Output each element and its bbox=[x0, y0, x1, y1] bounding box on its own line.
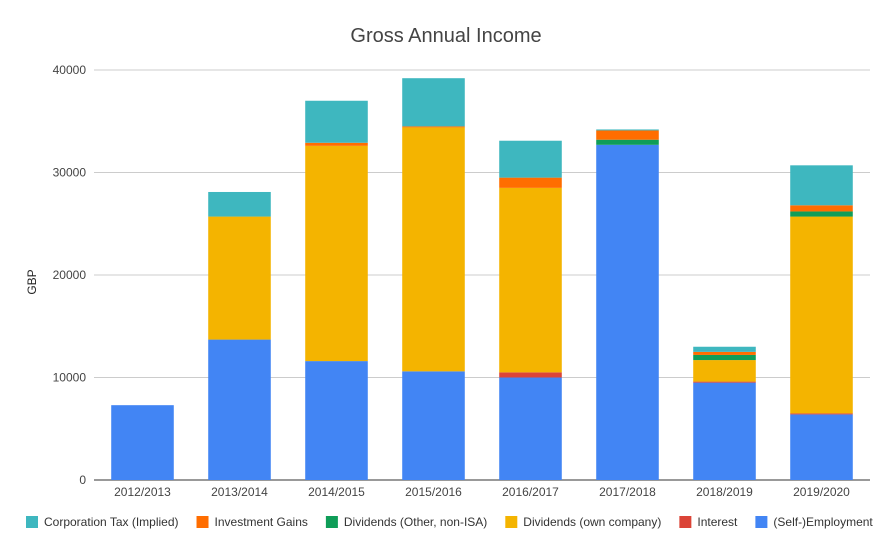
bar-segment bbox=[596, 144, 659, 480]
bars bbox=[111, 78, 853, 480]
y-axis-label: GBP bbox=[25, 269, 39, 294]
legend-item: Dividends (Other, non-ISA) bbox=[325, 515, 487, 529]
x-tick-label: 2016/2017 bbox=[502, 485, 559, 499]
x-axis-ticks: 2012/2013 2013/2014 2014/2015 2015/2016 2016… bbox=[114, 485, 850, 499]
legend-label: Investment Gains bbox=[215, 515, 308, 529]
legend-swatch bbox=[325, 516, 338, 528]
bar-segment bbox=[111, 405, 174, 480]
bar-segment bbox=[790, 211, 853, 217]
x-tick-label: 2017/2018 bbox=[599, 485, 656, 499]
bar-segment bbox=[208, 191, 271, 217]
bar-segment bbox=[790, 205, 853, 212]
y-tick-label: 40000 bbox=[53, 63, 87, 77]
bar-segment bbox=[790, 216, 853, 414]
legend-swatch bbox=[755, 516, 768, 528]
bar-segment bbox=[693, 382, 756, 480]
x-tick-label: 2019/2020 bbox=[793, 485, 850, 499]
y-axis-ticks: 0 10000 20000 30000 40000 bbox=[53, 63, 87, 487]
bar-segment bbox=[693, 360, 756, 382]
legend-item: Investment Gains bbox=[196, 515, 308, 529]
bar-segment bbox=[693, 346, 756, 352]
legend-label: Dividends (Other, non-ISA) bbox=[344, 515, 487, 529]
y-tick-label: 30000 bbox=[53, 166, 87, 180]
bar-segment bbox=[499, 372, 562, 378]
x-tick-label: 2014/2015 bbox=[308, 485, 365, 499]
legend-label: Dividends (own company) bbox=[523, 515, 661, 529]
bar-segment bbox=[596, 129, 659, 131]
y-tick-label: 0 bbox=[79, 473, 86, 487]
y-tick-label: 20000 bbox=[53, 268, 87, 282]
bar-segment bbox=[305, 145, 368, 362]
bar-segment bbox=[693, 354, 756, 361]
bar-segment bbox=[693, 381, 756, 383]
bar-segment bbox=[208, 216, 271, 340]
bar-segment bbox=[596, 139, 659, 145]
bar-segment bbox=[499, 377, 562, 480]
legend-swatch bbox=[26, 516, 38, 528]
bar-segment bbox=[305, 361, 368, 480]
legend-item: (Self-)Employment bbox=[755, 515, 873, 529]
bar-segment bbox=[402, 78, 465, 127]
bar-segment bbox=[790, 413, 853, 415]
legend: Corporation Tax (Implied) Investment Gain… bbox=[26, 515, 873, 529]
chart-title: Gross Annual Income bbox=[350, 25, 541, 47]
bar-segment bbox=[790, 414, 853, 480]
legend-label: Corporation Tax (Implied) bbox=[44, 515, 179, 529]
x-tick-label: 2013/2014 bbox=[211, 485, 268, 499]
x-tick-label: 2018/2019 bbox=[696, 485, 753, 499]
bar-segment bbox=[790, 165, 853, 206]
bar-segment bbox=[693, 351, 756, 355]
legend-item: Corporation Tax (Implied) bbox=[26, 515, 179, 529]
bar-segment bbox=[402, 126, 465, 128]
legend-item: Interest bbox=[679, 515, 738, 529]
bar-segment bbox=[402, 371, 465, 480]
bar-segment bbox=[305, 100, 368, 143]
legend-item: Dividends (own company) bbox=[505, 515, 661, 529]
legend-label: (Self-)Employment bbox=[773, 515, 873, 529]
bar-segment bbox=[596, 130, 659, 140]
y-tick-label: 10000 bbox=[53, 371, 87, 385]
bar-segment bbox=[208, 339, 271, 480]
legend-swatch bbox=[505, 516, 518, 528]
bar-segment bbox=[402, 127, 465, 372]
bar-segment bbox=[499, 177, 562, 188]
bar-segment bbox=[499, 140, 562, 178]
x-tick-label: 2015/2016 bbox=[405, 485, 462, 499]
legend-label: Interest bbox=[697, 515, 738, 529]
legend-swatch bbox=[196, 516, 209, 528]
x-tick-label: 2012/2013 bbox=[114, 485, 171, 499]
bar-segment bbox=[305, 142, 368, 146]
bar-segment bbox=[499, 187, 562, 373]
legend-swatch bbox=[679, 516, 692, 528]
